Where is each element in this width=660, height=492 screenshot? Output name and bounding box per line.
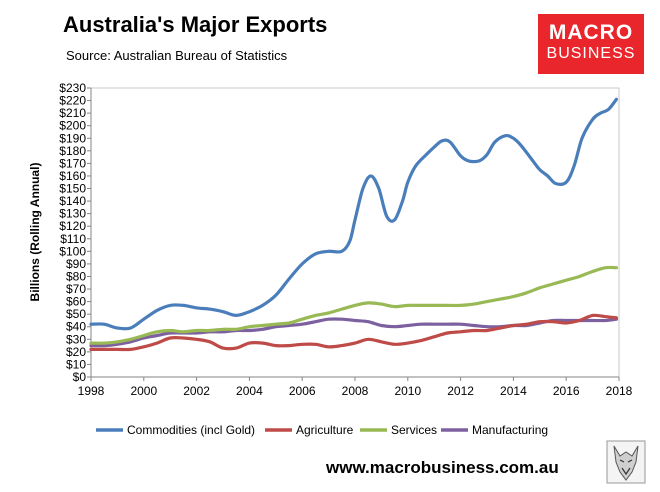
y-tick-label: $40	[66, 320, 86, 334]
legend-label-manufacturing: Manufacturing	[472, 423, 548, 437]
chart-series	[89, 97, 618, 352]
y-tick-label: $190	[59, 131, 86, 145]
chart-title: Australia's Major Exports	[63, 12, 328, 37]
x-tick-label: 1998	[78, 384, 105, 398]
x-tick-label: 2018	[606, 384, 633, 398]
y-tick-label: $60	[66, 295, 86, 309]
y-tick-label: $20	[66, 345, 86, 359]
logo-line-2: BUSINESS	[546, 45, 636, 62]
y-tick-label: $210	[59, 106, 86, 120]
y-tick-label: $130	[59, 207, 86, 221]
y-tick-label: $100	[59, 244, 86, 258]
y-tick-label: $200	[59, 119, 86, 133]
y-tick-label: $220	[59, 94, 86, 108]
x-tick-label: 2008	[342, 384, 369, 398]
y-tick-label: $50	[66, 307, 86, 321]
x-tick-label: 2012	[447, 384, 474, 398]
macrobusiness-logo: MACRO BUSINESS	[538, 14, 644, 74]
y-tick-label: $120	[59, 219, 86, 233]
website-url: www.macrobusiness.com.au	[326, 458, 559, 477]
series-line-commodities	[89, 97, 618, 331]
series-line-services	[89, 265, 618, 345]
y-axis-ticks: $0$10$20$30$40$50$60$70$80$90$100$110$12…	[59, 81, 91, 384]
y-tick-label: $10	[66, 357, 86, 371]
x-tick-label: 2014	[500, 384, 527, 398]
y-axis-label: Billions (Rolling Annual)	[28, 163, 42, 302]
legend-label-agriculture: Agriculture	[296, 423, 354, 437]
x-tick-label: 2010	[394, 384, 421, 398]
y-tick-label: $160	[59, 169, 86, 183]
wolf-logo-icon	[606, 440, 646, 484]
y-tick-label: $0	[73, 370, 87, 384]
y-tick-label: $70	[66, 282, 86, 296]
logo-line-1: MACRO	[548, 21, 634, 44]
exports-line-chart: $0$10$20$30$40$50$60$70$80$90$100$110$12…	[28, 81, 633, 437]
y-tick-label: $140	[59, 194, 86, 208]
x-tick-label: 2000	[130, 384, 157, 398]
x-axis-ticks: 1998 2000 2002 2004 2006 2008 2010 2012 2014 2016…	[78, 377, 633, 398]
x-tick-label: 2016	[553, 384, 580, 398]
y-tick-label: $110	[60, 232, 86, 246]
x-tick-label: 2006	[289, 384, 316, 398]
y-tick-label: $230	[59, 81, 86, 95]
series-line-agriculture	[89, 313, 618, 352]
legend-label-services: Services	[391, 423, 437, 437]
x-tick-label: 2004	[236, 384, 263, 398]
source-note: Source: Australian Bureau of Statistics	[66, 48, 288, 63]
y-tick-label: $80	[66, 269, 86, 283]
chart-legend: Commodities (incl Gold) Agriculture Servic…	[96, 423, 548, 437]
y-tick-label: $90	[66, 257, 86, 271]
y-tick-label: $150	[59, 182, 86, 196]
y-tick-label: $30	[66, 332, 86, 346]
legend-label-commodities: Commodities (incl Gold)	[127, 423, 255, 437]
y-tick-label: $170	[59, 156, 86, 170]
y-tick-label: $180	[59, 144, 86, 158]
x-tick-label: 2002	[183, 384, 210, 398]
